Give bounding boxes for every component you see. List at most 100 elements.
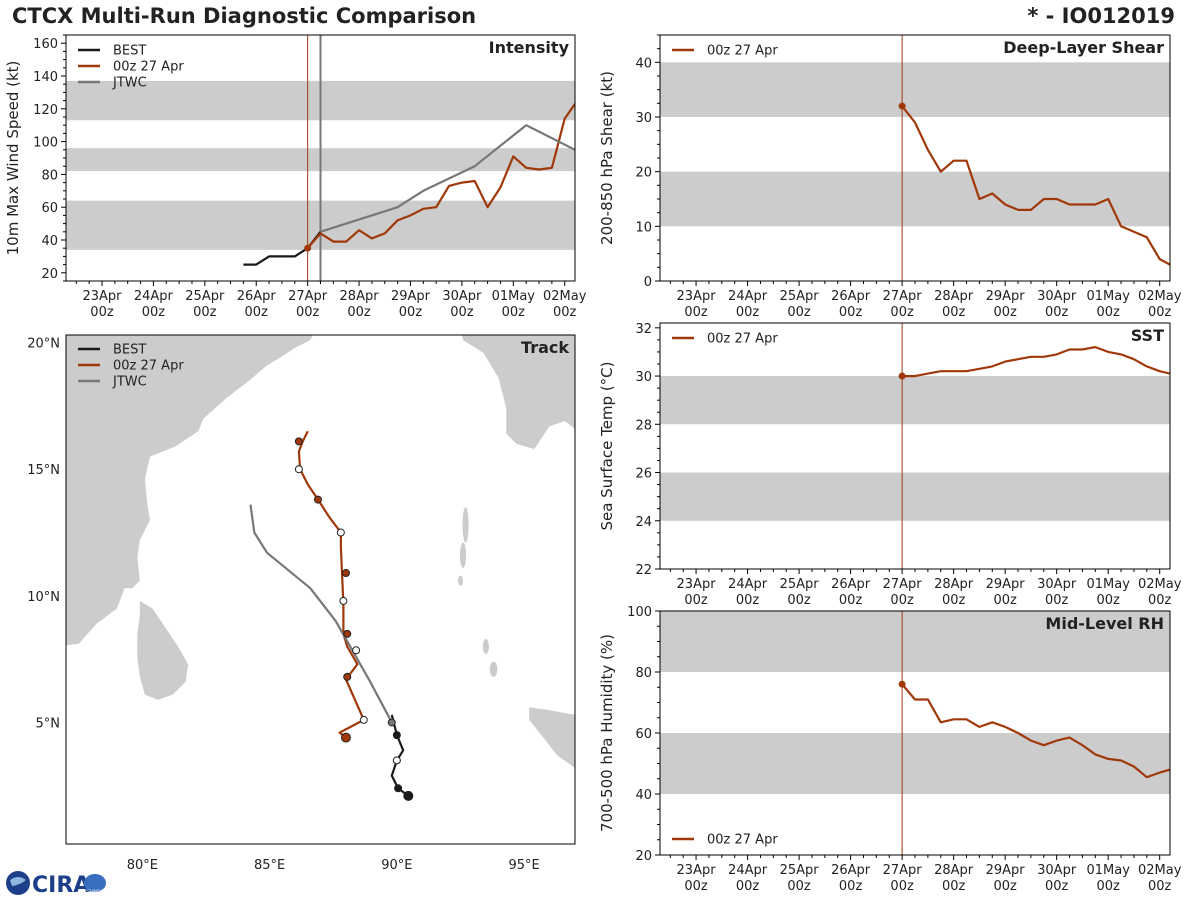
shaded-band: [660, 171, 1170, 227]
series-line-00z-27-apr: [306, 103, 575, 249]
plot-area: [660, 323, 1170, 569]
legend-label: 00z 27 Apr: [113, 60, 184, 75]
shear-panel: 01020304023Apr00z24Apr00z25Apr00z26Apr00…: [598, 34, 1182, 320]
shaded-band: [660, 733, 1170, 794]
panel-title: Track: [521, 338, 569, 357]
cira-logo: CIRA CSU/NOAA: [6, 871, 106, 898]
series-line-00z-27-apr: [901, 683, 1170, 779]
legend-label: 00z 27 Apr: [707, 44, 778, 59]
track-marker: [339, 596, 348, 605]
y-axis-label: 700-500 hPa Humidity (%): [598, 634, 616, 832]
axes-frame: [659, 322, 1171, 570]
track-marker: [394, 784, 403, 793]
x-tick-label-hour: 00z: [142, 305, 166, 320]
x-tick-label-hour: 00z: [1148, 593, 1172, 608]
x-tick-label-date: 27Apr: [883, 863, 923, 878]
x-tick-label-date: 25Apr: [780, 863, 820, 878]
y-tick-label: 24: [635, 515, 652, 530]
x-tick-label-hour: 00z: [193, 305, 217, 320]
x-tick-label-date: 02May: [1138, 863, 1182, 878]
storm-id: * - IO012019: [1027, 4, 1175, 28]
series-line-jtwc: [320, 124, 575, 233]
y-tick-label: 80: [635, 666, 652, 681]
y-tick-label: 160: [33, 37, 58, 52]
init-point: [898, 680, 906, 688]
x-tick-label-date: 26Apr: [831, 289, 871, 304]
track-marker: [359, 715, 368, 724]
x-tick-label-hour: 00z: [787, 879, 811, 894]
x-tick-label-hour: 00z: [787, 593, 811, 608]
lat-tick-label: 5°N: [36, 716, 61, 731]
x-tick-label-date: 02May: [543, 289, 587, 304]
y-tick-label: 32: [635, 322, 652, 337]
legend-label: 00z 27 Apr: [707, 332, 778, 347]
x-tick-label-hour: 00z: [993, 879, 1017, 894]
x-tick-label-hour: 00z: [1096, 879, 1120, 894]
plot-area: [660, 35, 1170, 281]
x-tick-label-hour: 00z: [245, 305, 269, 320]
x-tick-label-date: 28Apr: [934, 289, 974, 304]
lon-tick-label: 90°E: [381, 858, 412, 873]
landmass-sumatra: [529, 707, 575, 768]
y-axis-label: Sea Surface Temp (°C): [598, 361, 616, 530]
y-tick-label: 20: [41, 267, 58, 282]
x-tick-label-hour: 00z: [1096, 593, 1120, 608]
x-tick-label-hour: 00z: [890, 593, 914, 608]
y-tick-label: 140: [33, 70, 58, 85]
x-tick-label-hour: 00z: [787, 305, 811, 320]
y-tick-label: 100: [627, 605, 652, 620]
x-tick-label-date: 24Apr: [728, 577, 768, 592]
track-marker: [387, 718, 396, 727]
shaded-band: [660, 611, 1170, 672]
legend-label: JTWC: [112, 76, 147, 91]
y-tick-label: 40: [41, 234, 58, 249]
legend-label: BEST: [113, 44, 146, 59]
y-tick-label: 120: [33, 103, 58, 118]
x-tick-label-hour: 00z: [1096, 305, 1120, 320]
rh-panel: 2040608010023Apr00z24Apr00z25Apr00z26Apr…: [598, 605, 1182, 894]
y-tick-label: 60: [41, 201, 58, 216]
x-tick-label-date: 01May: [1086, 863, 1130, 878]
track-marker: [336, 528, 345, 537]
y-tick-label: 60: [635, 727, 652, 742]
lon-tick-label: 95°E: [508, 858, 539, 873]
track-marker: [403, 790, 414, 801]
x-tick-label-date: 23Apr: [82, 289, 122, 304]
x-tick-label-hour: 00z: [942, 593, 966, 608]
y-tick-label: 22: [635, 563, 652, 578]
x-tick-label-date: 25Apr: [780, 577, 820, 592]
x-tick-label-date: 24Apr: [728, 289, 768, 304]
y-tick-label: 40: [635, 788, 652, 803]
x-tick-label-date: 01May: [1086, 577, 1130, 592]
map-frame: [65, 334, 576, 845]
island: [457, 575, 464, 586]
track-marker: [294, 437, 303, 446]
legend-label: BEST: [113, 343, 146, 358]
track-marker: [340, 732, 351, 743]
x-tick-label-hour: 00z: [502, 305, 526, 320]
x-tick-label-hour: 00z: [296, 305, 320, 320]
sst-panel: 22242628303223Apr00z24Apr00z25Apr00z26Ap…: [598, 322, 1182, 608]
y-tick-label: 26: [635, 467, 652, 482]
x-tick-label-date: 30Apr: [442, 289, 482, 304]
island: [462, 507, 469, 543]
x-tick-label-date: 26Apr: [831, 863, 871, 878]
series-line-00z-27-apr: [901, 105, 1170, 266]
x-tick-label-date: 29Apr: [986, 863, 1026, 878]
legend-label: JTWC: [112, 375, 147, 390]
x-tick-label-date: 01May: [492, 289, 536, 304]
panel-title: Deep-Layer Shear: [1003, 38, 1164, 57]
y-tick-label: 40: [635, 56, 652, 71]
x-tick-label-date: 29Apr: [986, 289, 1026, 304]
x-tick-label-date: 27Apr: [288, 289, 328, 304]
x-tick-label-date: 26Apr: [831, 577, 871, 592]
track-marker: [294, 465, 303, 474]
x-tick-label-date: 23Apr: [677, 289, 717, 304]
y-tick-label: 10: [635, 220, 652, 235]
island: [459, 542, 467, 568]
x-tick-label-hour: 00z: [553, 305, 577, 320]
y-tick-label: 100: [33, 136, 58, 151]
lon-tick-label: 80°E: [127, 858, 158, 873]
track-marker: [341, 569, 350, 578]
